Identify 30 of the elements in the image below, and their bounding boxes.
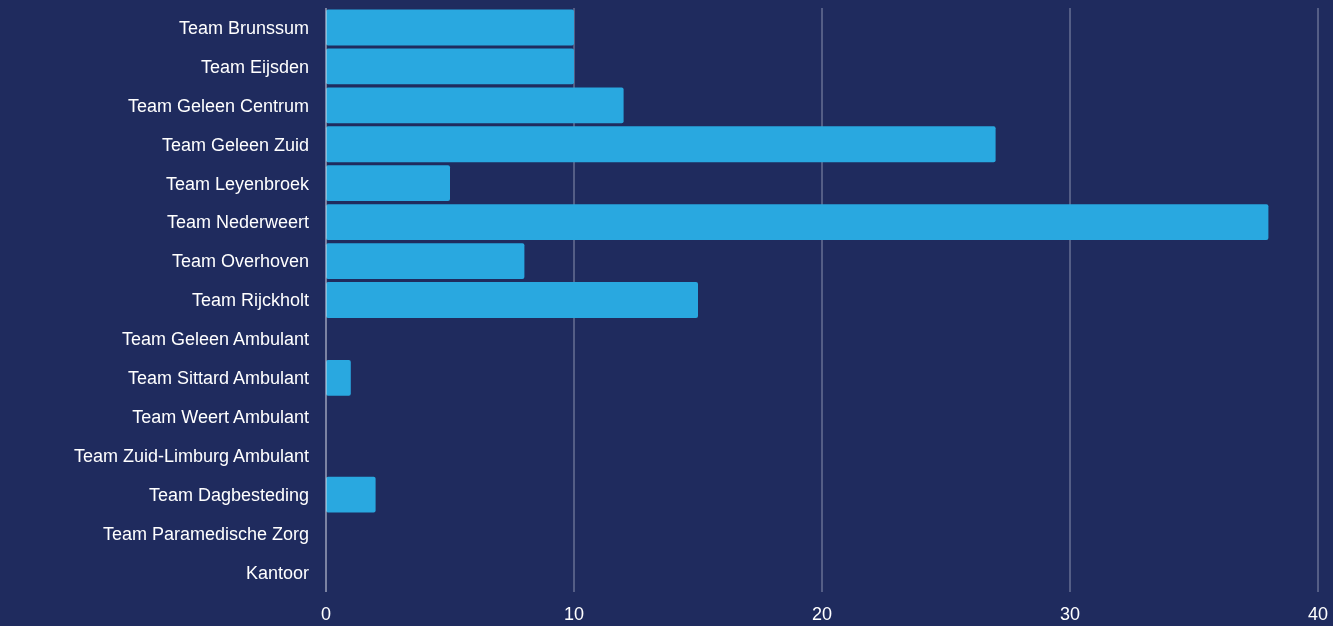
y-tick-label: Team Geleen Zuid <box>161 134 309 155</box>
bar <box>326 243 525 279</box>
bar <box>326 165 450 202</box>
bar <box>326 9 574 46</box>
y-tick-label: Team Nederweert <box>166 212 309 233</box>
x-tick-label: 0 <box>320 604 332 624</box>
y-tick-label: Team Geleen Centrum <box>127 95 309 116</box>
x-tick-label: 20 <box>811 604 833 624</box>
y-tick-label: Team Brunssum <box>178 17 309 38</box>
y-tick-label: Team Leyenbroek <box>165 173 310 194</box>
bar <box>326 476 376 513</box>
x-tick-label: 10 <box>563 604 585 624</box>
y-tick-label: Team Zuid-Limburg Ambulant <box>73 446 309 467</box>
y-tick-label: Team Eijsden <box>200 56 309 77</box>
bar <box>326 282 698 318</box>
y-tick-label: Team Overhoven <box>171 251 309 272</box>
y-tick-label: Team Geleen Ambulant <box>121 329 309 350</box>
bar <box>326 204 1269 241</box>
bar <box>326 87 624 124</box>
y-tick-label: Team Rijckholt <box>191 290 309 311</box>
y-tick-label: Team Paramedische Zorg <box>102 523 309 544</box>
bar <box>326 359 351 396</box>
x-tick-label: 30 <box>1059 604 1081 624</box>
x-tick-label: 40 <box>1307 604 1329 624</box>
y-tick-label: Team Sittard Ambulant <box>127 368 309 389</box>
y-tick-label: Team Dagbesteding <box>148 484 309 505</box>
y-tick-label: Team Weert Ambulant <box>132 407 309 428</box>
bar <box>326 126 996 163</box>
bar <box>326 48 574 85</box>
y-tick-label: Kantoor <box>245 562 309 583</box>
